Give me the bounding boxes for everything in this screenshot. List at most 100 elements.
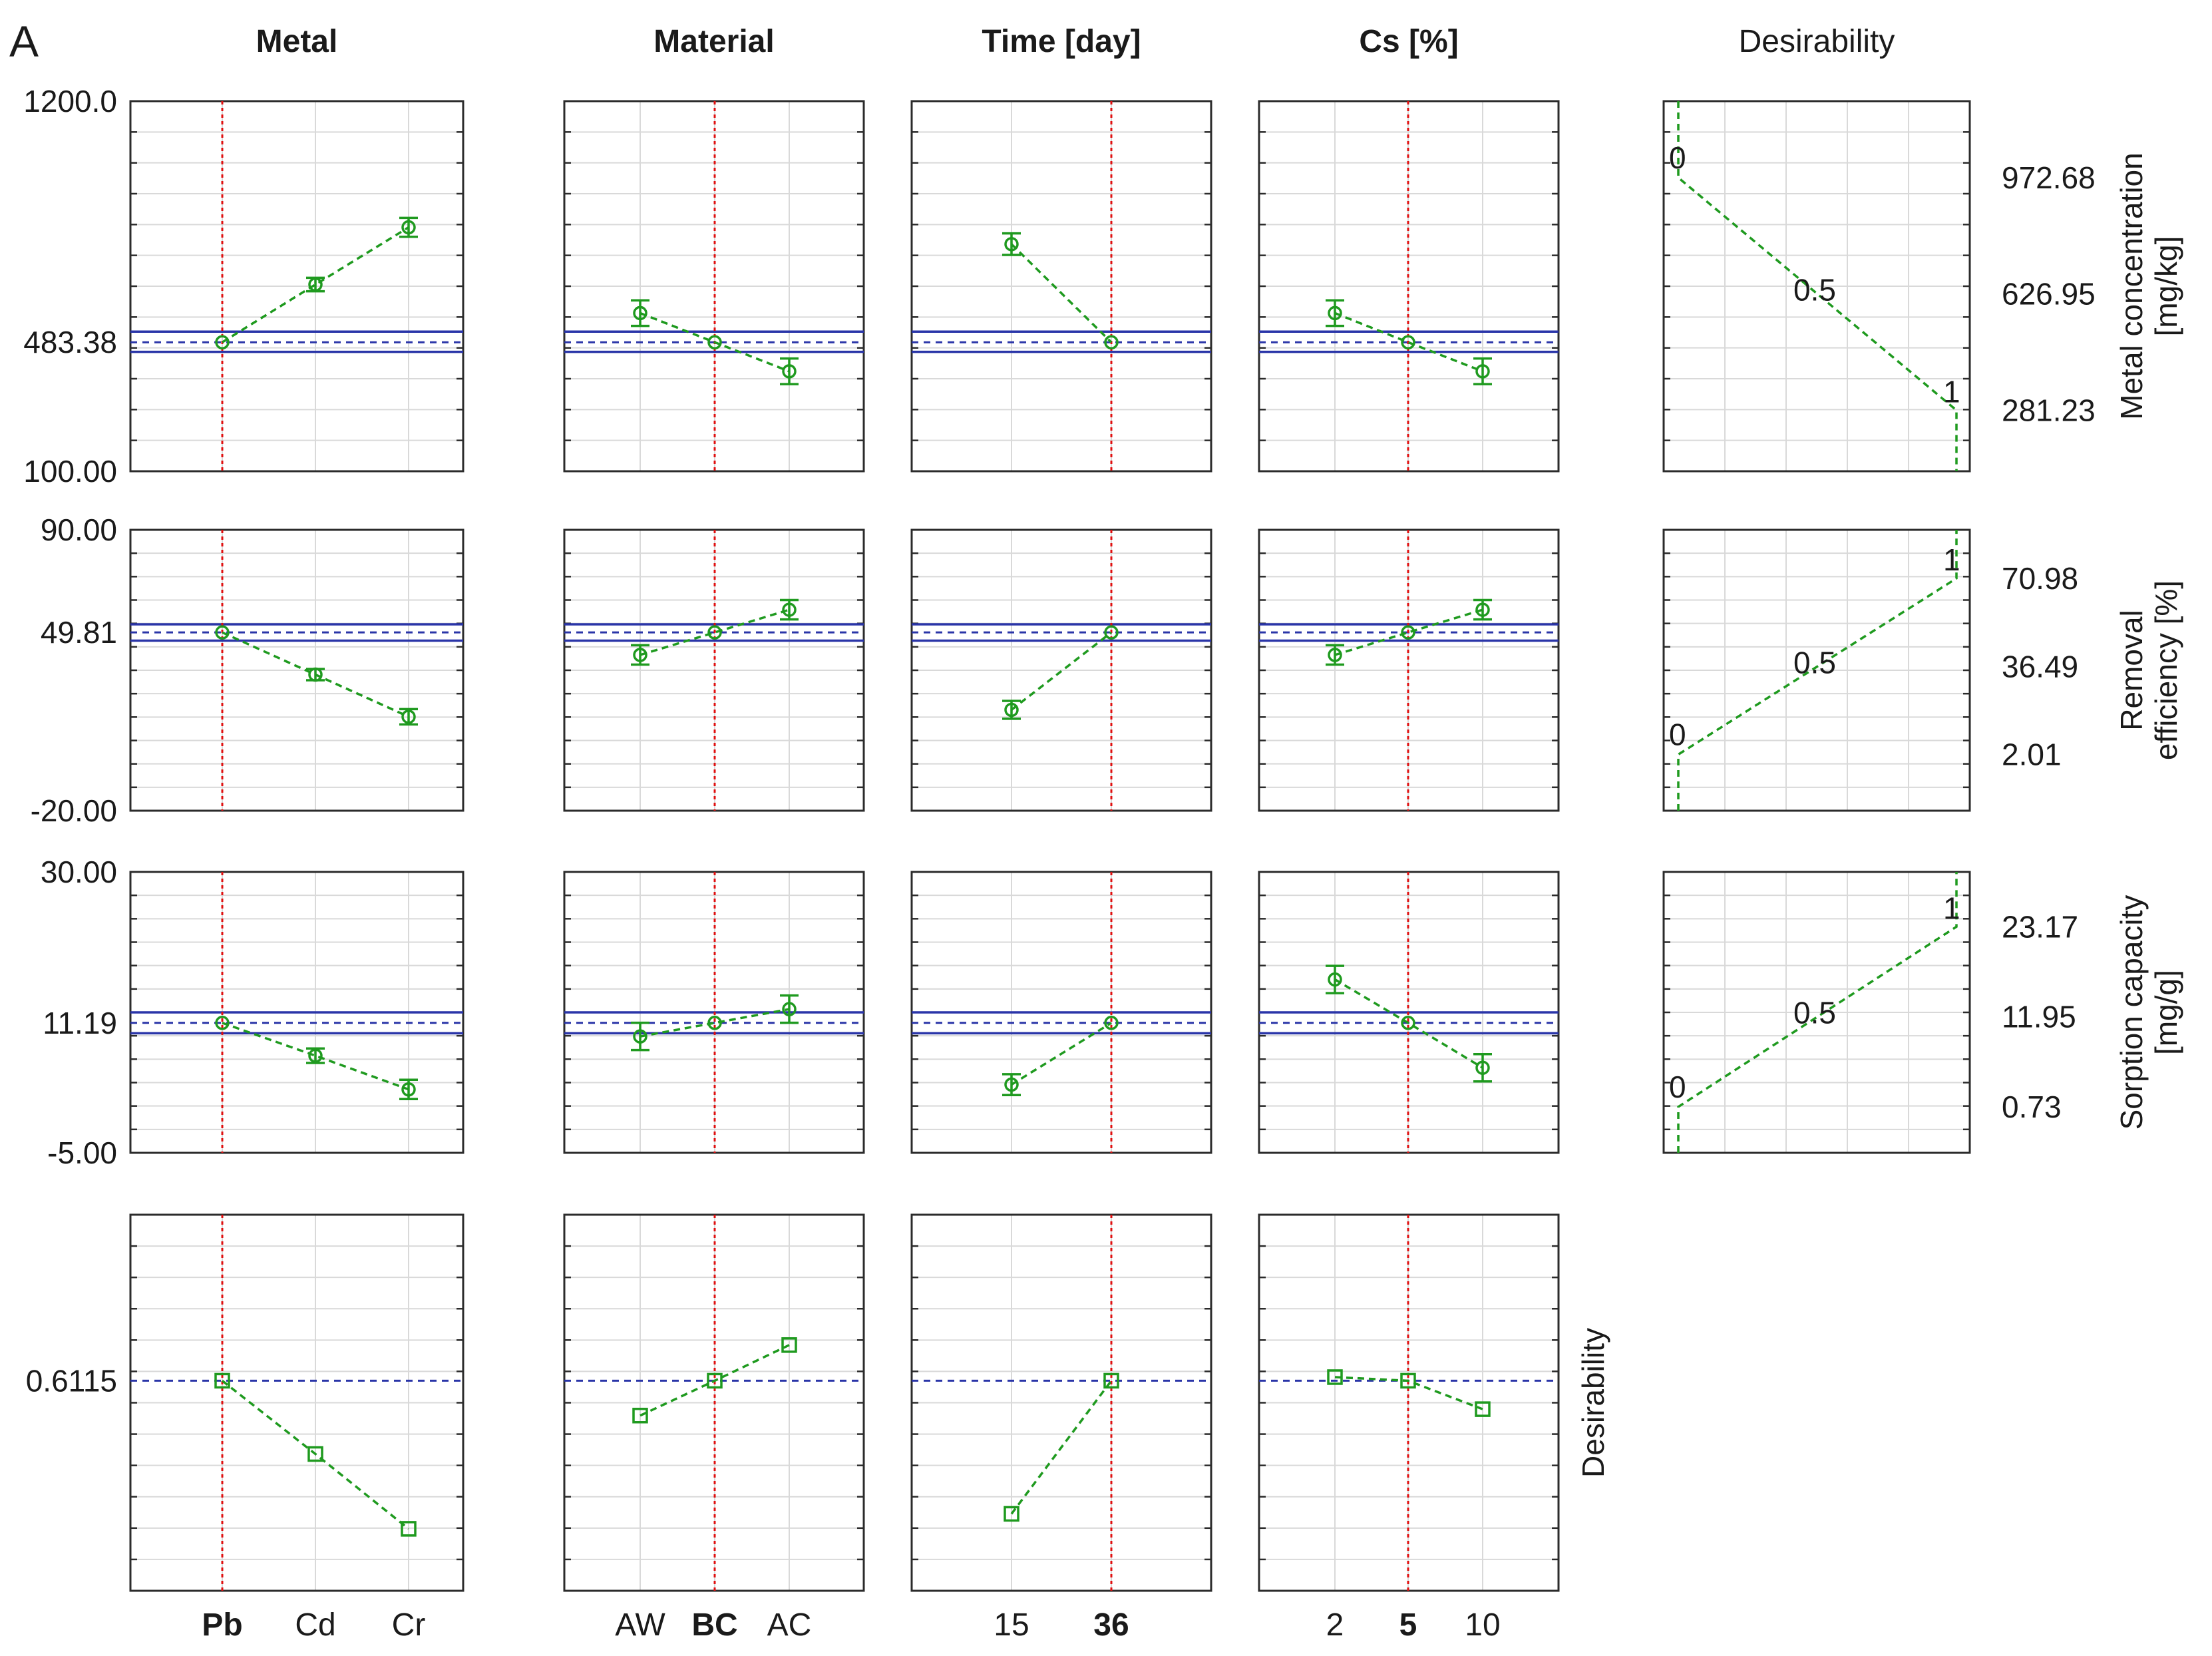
response-trace	[1334, 608, 1483, 656]
desirability-y-tick-label: 2.01	[2002, 737, 2062, 772]
column-header-material: Material	[653, 24, 774, 59]
response-trace	[1334, 311, 1483, 373]
profile-panel	[910, 528, 1212, 812]
profile-panel	[129, 871, 464, 1154]
column-header-cs: Cs [%]	[1359, 24, 1458, 59]
row-label-response: Sorption capacity	[2114, 895, 2149, 1130]
data-point	[1104, 1016, 1119, 1030]
profile-panel	[1258, 528, 1560, 812]
response-trace	[640, 1008, 790, 1038]
desirability-label-zero: 0	[1669, 1070, 1686, 1104]
data-point	[1475, 1401, 1491, 1417]
data-point	[707, 1372, 723, 1389]
data-point	[1328, 306, 1342, 321]
data-point	[1004, 237, 1019, 252]
y-tick-label: 483.38	[23, 325, 117, 359]
y-tick-label: 49.81	[41, 615, 117, 650]
y-tick-label: 11.19	[43, 1006, 117, 1040]
panel-frame	[1662, 528, 1971, 812]
desirability-label-one: 1	[1943, 891, 1960, 925]
x-tick-label: 5	[1399, 1607, 1417, 1643]
data-point	[307, 1446, 323, 1462]
profile-panel	[563, 100, 865, 473]
data-point	[1104, 335, 1119, 349]
data-point	[782, 364, 797, 379]
data-point	[1004, 1077, 1019, 1092]
profile-panel	[129, 528, 464, 812]
row-label-response: [mg/kg]	[2149, 236, 2183, 337]
x-tick-label: 15	[994, 1607, 1029, 1643]
response-trace	[640, 1344, 790, 1417]
x-tick-label: BC	[691, 1607, 737, 1643]
data-point	[1475, 602, 1490, 617]
y-tick-label: 1200.0	[23, 84, 117, 118]
response-trace	[222, 1022, 409, 1091]
row-label-response: Metal concentration	[2114, 152, 2149, 419]
response-trace	[1010, 243, 1113, 343]
data-point	[401, 220, 416, 235]
desirability-profile-panel: 00.51	[1662, 871, 1971, 1154]
response-trace	[1011, 1022, 1112, 1086]
desirability-function	[1677, 530, 1958, 811]
profile-panel	[910, 100, 1212, 473]
x-tick-label: Pb	[202, 1607, 242, 1643]
data-point	[308, 277, 323, 292]
data-point	[633, 648, 647, 662]
data-point	[401, 710, 416, 724]
desirability-label-zero: 0	[1669, 140, 1686, 175]
data-point	[215, 335, 230, 349]
column-header-metal: Metal	[256, 24, 338, 59]
profile-panel	[1258, 1213, 1560, 1592]
desirability-label-half: 0.5	[1793, 645, 1836, 680]
profile-panel	[910, 871, 1212, 1154]
profile-panel	[1258, 871, 1560, 1154]
desirability-label-half: 0.5	[1793, 996, 1836, 1030]
desirability-y-tick-label: 626.95	[2002, 277, 2096, 311]
data-point	[401, 1082, 416, 1097]
desirability-y-tick-label: 11.95	[2002, 1000, 2076, 1034]
desirability-label-one: 1	[1943, 374, 1960, 409]
data-point	[1401, 625, 1415, 640]
x-tick-label: 2	[1326, 1607, 1344, 1643]
desirability-y-tick-label: 281.23	[2002, 393, 2096, 427]
data-point	[707, 335, 722, 349]
data-point	[1401, 1016, 1415, 1030]
x-tick-label: Cd	[295, 1607, 335, 1643]
row-label-response: Removal	[2114, 610, 2149, 731]
row-label-response: efficiency [%]	[2149, 580, 2183, 760]
profile-panel	[1258, 100, 1560, 473]
desirability-function	[1677, 101, 1958, 471]
row-label-desirability: Desirability	[1576, 1328, 1610, 1478]
desirability-label-half: 0.5	[1793, 273, 1836, 308]
x-tick-label: 36	[1093, 1607, 1129, 1643]
panel-frame	[910, 1213, 1212, 1592]
column-header-desirability: Desirability	[1739, 24, 1895, 59]
data-point	[215, 625, 230, 640]
desirability-y-tick-label: 36.49	[2002, 649, 2078, 684]
response-trace	[221, 1380, 410, 1530]
data-point	[782, 1002, 797, 1016]
data-point	[1475, 1060, 1490, 1075]
response-trace	[1010, 1380, 1113, 1515]
desirability-y-tick-label: 23.17	[2002, 909, 2078, 944]
profile-panel	[563, 871, 865, 1154]
data-point	[1328, 648, 1342, 662]
data-point	[1103, 1372, 1119, 1389]
x-tick-label: 10	[1465, 1607, 1500, 1643]
x-tick-label: AW	[615, 1607, 665, 1643]
desirability-y-tick-label: 70.98	[2002, 561, 2078, 596]
y-tick-label: 30.00	[41, 855, 117, 889]
y-tick-label: 90.00	[41, 513, 117, 547]
data-point	[308, 1048, 323, 1063]
data-point	[707, 625, 722, 640]
data-point	[1104, 625, 1119, 640]
y-tick-label: 0.6115	[26, 1363, 117, 1398]
data-point	[1004, 1506, 1019, 1522]
data-point	[1475, 364, 1490, 379]
y-tick-label: -20.00	[31, 793, 117, 828]
panel-frame	[129, 528, 464, 812]
response-trace	[1334, 978, 1483, 1069]
desirability-profile-panel: 00.51	[1662, 100, 1971, 473]
profile-panel	[563, 1213, 865, 1592]
profile-panel	[129, 100, 464, 473]
